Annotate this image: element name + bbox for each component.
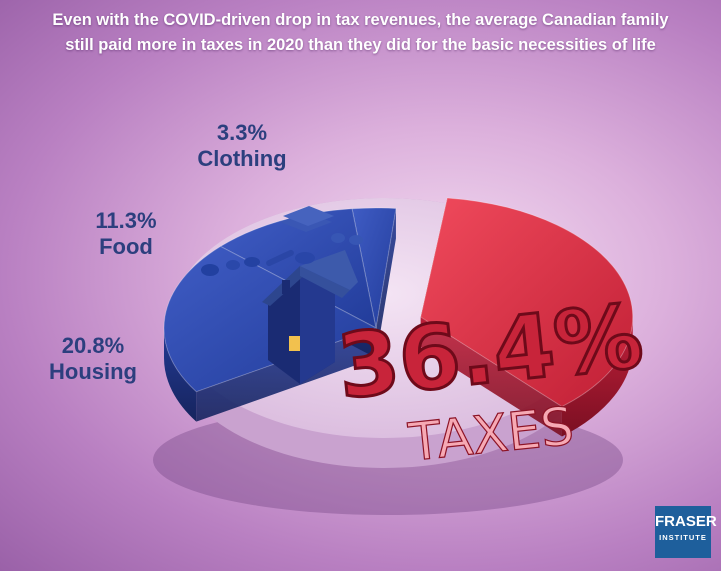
slice-clothing-top <box>351 207 397 329</box>
slice-taxes <box>420 197 634 437</box>
food-label: 11.3% Food <box>74 208 178 260</box>
slice-clothing-cut-face-2 <box>376 208 396 358</box>
housing-label: 20.8% Housing <box>40 333 146 385</box>
slice-taxes-top <box>420 197 634 408</box>
housing-percent: 20.8% <box>61 333 125 358</box>
slice-taxes-cut-face-2 <box>420 317 562 437</box>
logo-line-1: FRASER <box>655 513 717 530</box>
clothing-label: 3.3% Clothing <box>188 120 296 172</box>
food-percent: 11.3% <box>95 208 157 233</box>
headline-line-1: Even with the COVID-driven drop in tax r… <box>52 11 669 29</box>
housing-name: Housing <box>49 359 137 384</box>
clothing-name: Clothing <box>197 146 287 171</box>
clothing-percent: 3.3% <box>216 120 268 145</box>
slice-housing-side <box>164 328 197 422</box>
fraser-institute-logo: FRASER INSTITUTE <box>655 506 717 558</box>
food-name: Food <box>99 234 153 259</box>
logo-line-2: INSTITUTE <box>659 533 707 542</box>
house-illustration <box>262 250 358 384</box>
food-items-illustration <box>201 249 315 276</box>
headline: Even with the COVID-driven drop in tax r… <box>0 8 721 58</box>
slice-taxes-side <box>561 317 633 437</box>
headline-line-2: still paid more in taxes in 2020 than th… <box>65 36 656 54</box>
clothing-items-illustration <box>280 206 363 245</box>
